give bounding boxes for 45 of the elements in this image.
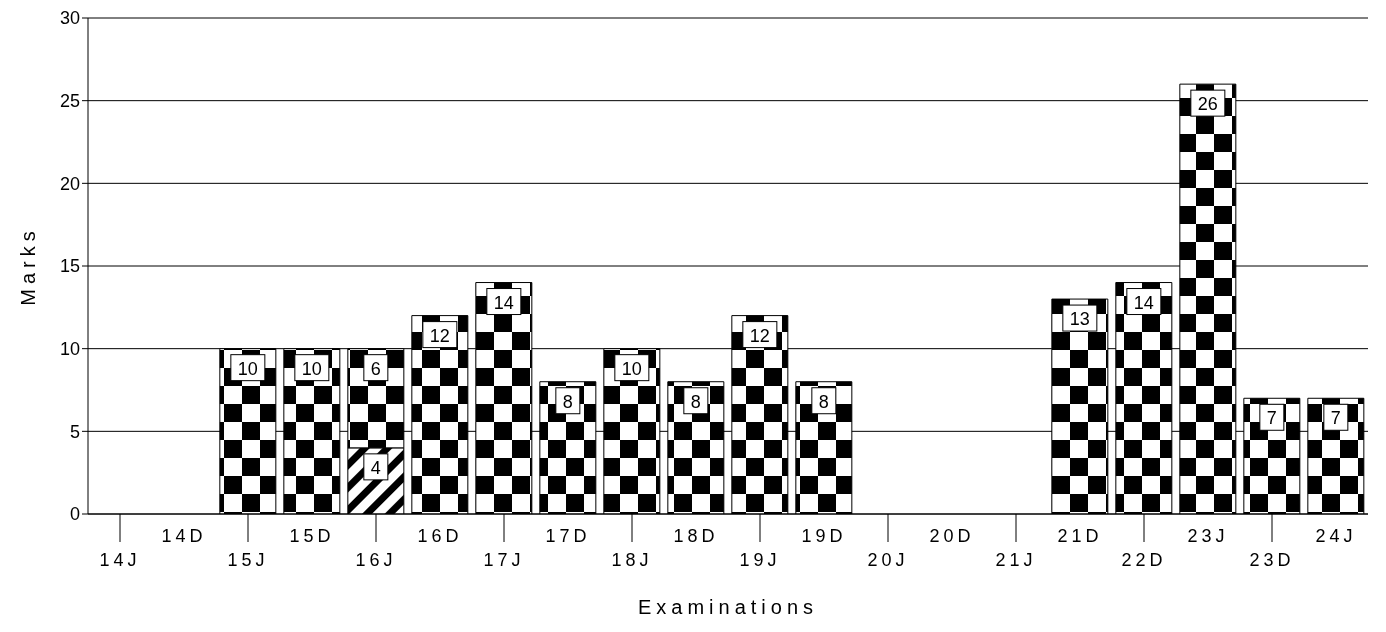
data-label: 12 [749, 325, 770, 346]
x-tick-label: 14J [99, 550, 141, 570]
data-label: 8 [818, 391, 829, 412]
x-tick-label: 17D [545, 526, 591, 546]
x-tick-label: 19D [801, 526, 847, 546]
x-tick-label: 15D [289, 526, 335, 546]
data-label: 8 [690, 391, 701, 412]
x-tick-label: 24J [1315, 526, 1357, 546]
data-label: 13 [1069, 309, 1090, 330]
data-label: 8 [562, 391, 573, 412]
data-label: 12 [429, 325, 450, 346]
data-label: 7 [1266, 408, 1277, 429]
x-tick-label: 20D [929, 526, 975, 546]
data-label: 10 [301, 358, 322, 379]
x-tick-label: 19J [739, 550, 781, 570]
x-tick-label: 21J [995, 550, 1037, 570]
y-tick-label: 10 [59, 339, 80, 360]
x-tick-label: 18J [611, 550, 653, 570]
x-axis-title: Examinations [637, 596, 819, 618]
x-tick-label: 14D [161, 526, 207, 546]
x-tick-label: 16D [417, 526, 463, 546]
data-label: 26 [1197, 94, 1218, 115]
y-tick-label: 0 [69, 504, 80, 525]
x-tick-label: 18D [673, 526, 719, 546]
data-label: 10 [621, 358, 642, 379]
y-tick-label: 30 [59, 8, 80, 29]
x-tick-label: 16J [355, 550, 397, 570]
y-tick-label: 5 [69, 421, 80, 442]
data-label: 10 [237, 358, 258, 379]
data-label: 6 [370, 358, 381, 379]
data-label: 14 [493, 292, 514, 313]
x-tick-label: 15J [227, 550, 269, 570]
x-tick-label: 23J [1187, 526, 1229, 546]
y-tick-label: 20 [59, 173, 80, 194]
y-tick-label: 25 [59, 91, 80, 112]
x-tick-label: 22D [1121, 550, 1167, 570]
y-axis-title: Marks [17, 226, 40, 306]
data-label: 7 [1330, 408, 1341, 429]
x-tick-label: 21D [1057, 526, 1103, 546]
data-label: 4 [370, 457, 381, 478]
y-tick-label: 15 [59, 256, 80, 277]
x-tick-label: 20J [867, 550, 909, 570]
x-tick-label: 17J [483, 550, 525, 570]
x-tick-label: 23D [1249, 550, 1295, 570]
data-label: 14 [1133, 292, 1154, 313]
